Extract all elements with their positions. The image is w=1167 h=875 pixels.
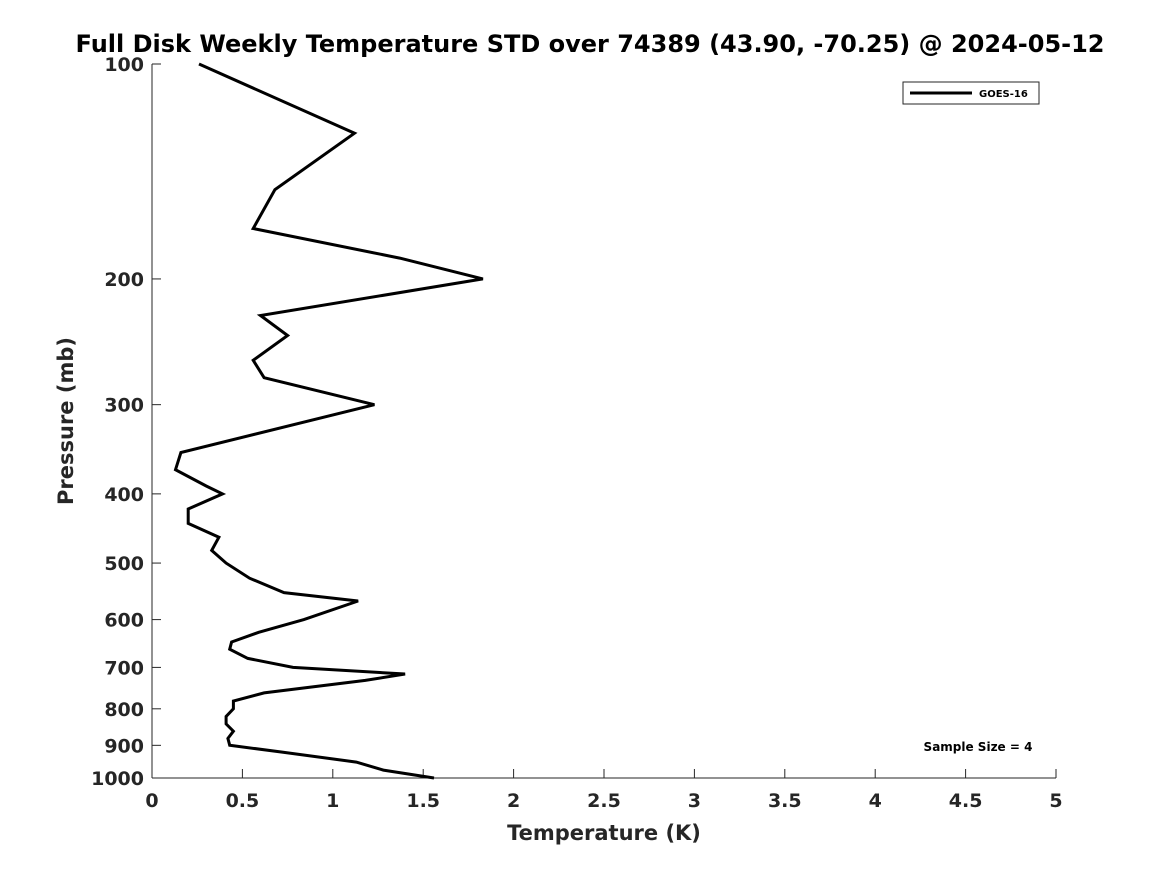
x-tick-label: 3 <box>688 790 701 812</box>
x-tick-label: 4.5 <box>949 790 983 812</box>
y-tick-label: 300 <box>104 395 144 417</box>
x-tick-label: 5 <box>1049 790 1062 812</box>
x-tick-label: 0 <box>145 790 158 812</box>
y-axis-label: Pressure (mb) <box>54 337 78 505</box>
x-tick-label: 2.5 <box>587 790 621 812</box>
x-tick-label: 4 <box>869 790 882 812</box>
y-tick-label: 400 <box>104 484 144 506</box>
y-axis-ticks: 100 200 300 400 500 600 700 800 900 1000 <box>91 54 161 790</box>
y-tick-label: 900 <box>104 735 144 757</box>
y-tick-label: 500 <box>104 553 144 575</box>
legend: GOES-16 <box>902 81 1040 105</box>
y-tick-label: 800 <box>104 699 144 721</box>
x-axis-ticks: 0 0.5 1 1.5 2 2.5 3 3.5 4 4.5 5 <box>145 769 1063 812</box>
x-tick-label: 0.5 <box>226 790 260 812</box>
x-axis-label: Temperature (K) <box>507 821 701 845</box>
sample-size-annotation: Sample Size = 4 <box>924 740 1033 754</box>
x-tick-label: 1.5 <box>406 790 440 812</box>
chart-title: Full Disk Weekly Temperature STD over 74… <box>76 30 1105 58</box>
x-tick-label: 2 <box>507 790 520 812</box>
x-tick-label: 1 <box>326 790 339 812</box>
series-layer <box>173 62 484 780</box>
series-line-goes-16 <box>173 62 484 780</box>
y-tick-label: 700 <box>104 657 144 679</box>
y-tick-label: 200 <box>104 269 144 291</box>
y-tick-label: 100 <box>104 54 144 76</box>
y-tick-label: 1000 <box>91 768 144 790</box>
y-tick-label: 600 <box>104 610 144 632</box>
legend-label-series-1: GOES-16 <box>979 89 1028 100</box>
x-tick-label: 3.5 <box>768 790 802 812</box>
